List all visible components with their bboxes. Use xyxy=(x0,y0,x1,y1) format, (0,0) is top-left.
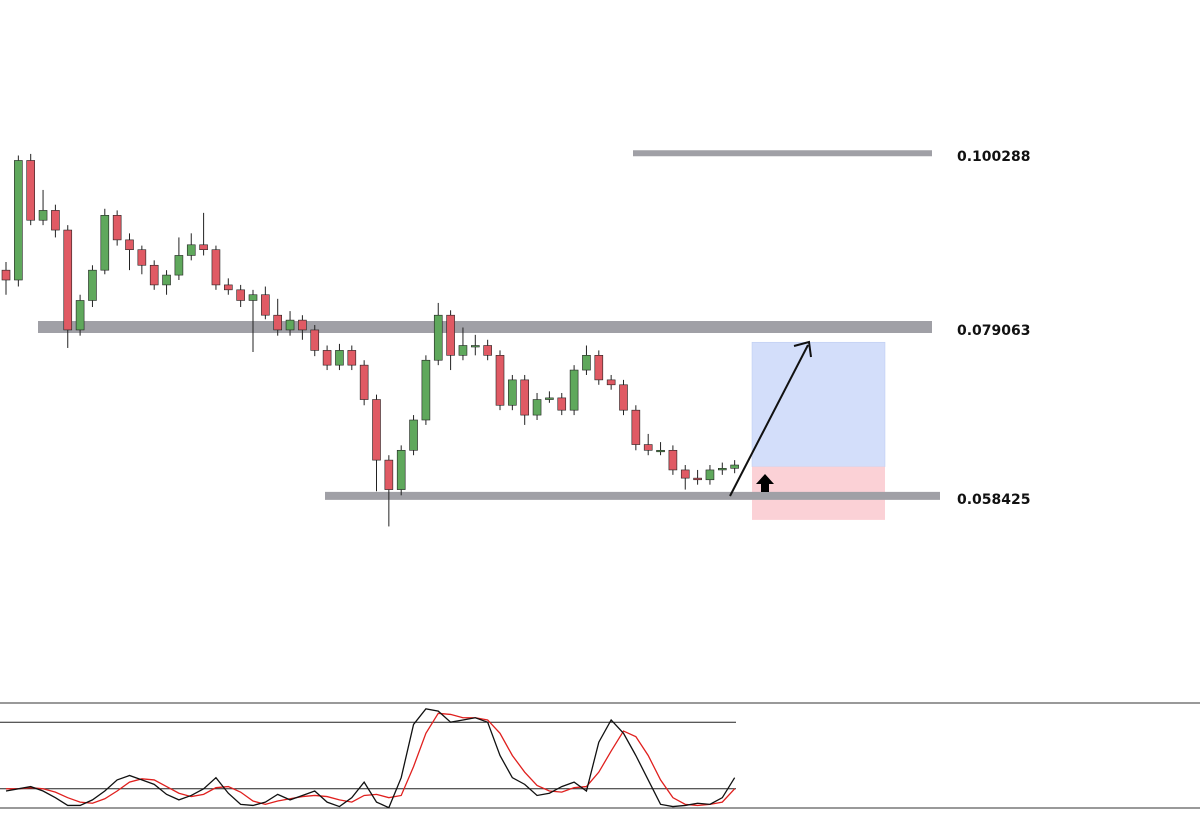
candle-body xyxy=(224,284,233,291)
forecast-arrow xyxy=(729,344,809,497)
candle-body xyxy=(322,350,332,366)
candle-body xyxy=(532,399,542,416)
candle-body xyxy=(396,449,406,490)
candle-body xyxy=(75,300,85,331)
candle-body xyxy=(298,319,307,331)
candle-body xyxy=(458,345,468,356)
target-zone xyxy=(751,341,886,467)
candle-body xyxy=(619,384,628,411)
candle-body xyxy=(285,319,295,331)
candle-body xyxy=(483,345,492,356)
candle-body xyxy=(51,210,60,231)
candle-body xyxy=(310,329,320,351)
candle-body xyxy=(717,468,727,471)
candle-body xyxy=(347,350,357,366)
candle-body xyxy=(730,464,739,469)
candle-body xyxy=(631,409,641,445)
candle-body xyxy=(174,255,184,276)
forecast-arrow-head xyxy=(793,340,812,358)
candle-body xyxy=(261,294,270,316)
candle-body xyxy=(372,399,381,461)
candle-body xyxy=(582,355,591,371)
candle-body xyxy=(643,444,653,451)
candle-body xyxy=(520,379,530,416)
candle-body xyxy=(668,449,678,471)
candle-body xyxy=(606,379,616,386)
candle-body xyxy=(495,355,505,406)
candle-body xyxy=(680,469,690,479)
level-label: 0.079063 xyxy=(957,323,1031,339)
candle-body xyxy=(446,314,455,356)
candle-body xyxy=(236,289,245,301)
candle-body xyxy=(88,269,97,301)
candle-body xyxy=(557,397,567,411)
candle-body xyxy=(112,215,122,241)
candle-body xyxy=(594,355,604,381)
candle-body xyxy=(569,369,579,411)
oscillator-k-line xyxy=(5,708,736,809)
candle-body xyxy=(26,160,36,221)
candle-body xyxy=(705,469,715,481)
candle-body xyxy=(162,274,171,286)
buy-marker xyxy=(756,474,774,492)
candle-body xyxy=(359,364,369,400)
candle-body xyxy=(14,160,23,281)
candle-body xyxy=(693,477,702,481)
candle-body xyxy=(470,345,480,348)
candle-body xyxy=(137,249,147,266)
candle-body xyxy=(63,229,73,331)
oscillator-d-line xyxy=(6,712,736,807)
candle-body xyxy=(248,294,258,301)
candle-body xyxy=(545,397,554,400)
candle-body xyxy=(186,244,196,256)
candle-body xyxy=(384,459,394,490)
level-label: 0.058425 xyxy=(957,492,1031,508)
candle-body xyxy=(199,244,208,251)
candle-body xyxy=(273,314,283,331)
candle-body xyxy=(100,215,110,271)
candle-body xyxy=(1,269,11,281)
candle-body xyxy=(508,379,517,406)
candle-body xyxy=(433,314,443,361)
candle-body xyxy=(211,249,221,286)
candle-body xyxy=(125,239,134,251)
candle-body xyxy=(149,264,159,286)
candle-body xyxy=(421,359,431,421)
candle-body xyxy=(656,449,665,453)
candle-body xyxy=(335,350,344,366)
candle-body xyxy=(38,210,48,221)
candle-body xyxy=(409,419,418,451)
level-label: 0.100288 xyxy=(957,149,1031,165)
